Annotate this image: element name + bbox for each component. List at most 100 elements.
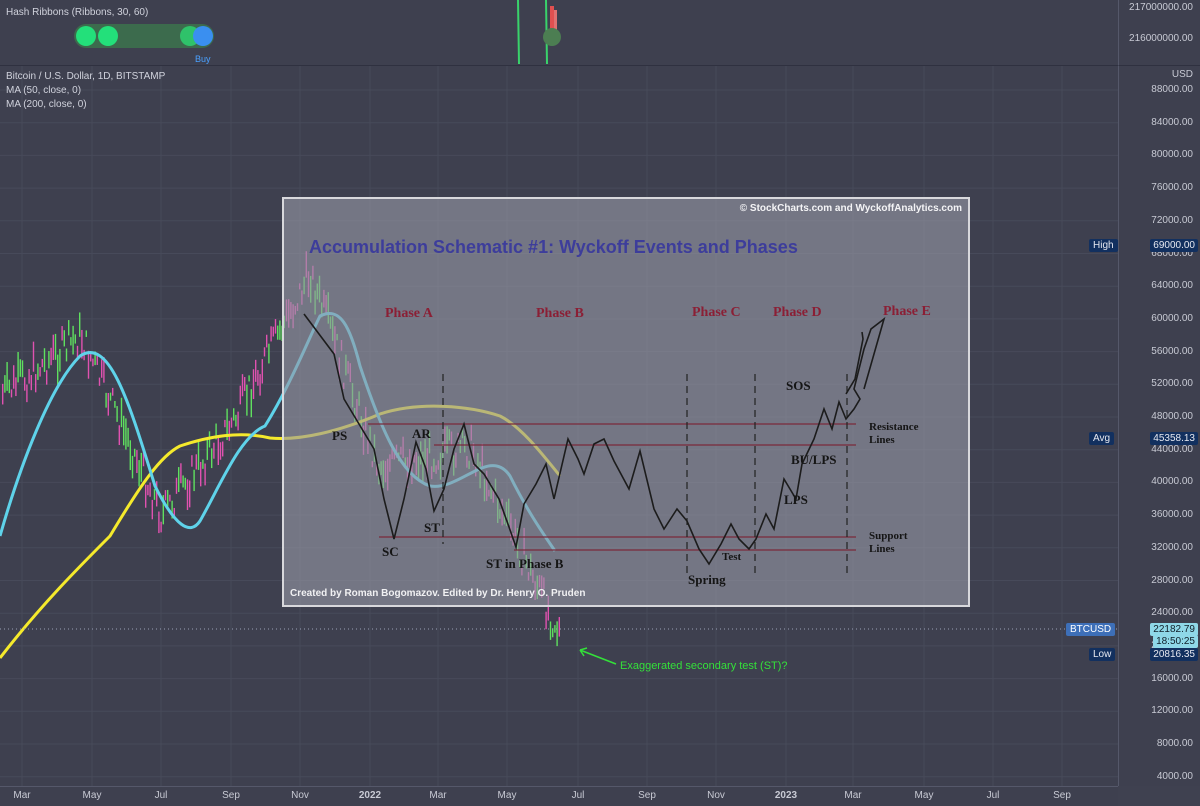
candle xyxy=(138,460,140,487)
schematic-copyright: © StockCharts.com and WyckoffAnalytics.c… xyxy=(739,203,962,214)
candle xyxy=(213,442,215,459)
candle xyxy=(19,359,21,377)
support-label-line1: Support xyxy=(869,530,908,542)
candle xyxy=(279,320,281,340)
candle xyxy=(268,343,270,364)
candle xyxy=(54,333,57,360)
candle xyxy=(74,334,76,344)
phase-c-label: Phase C xyxy=(692,305,741,320)
candle xyxy=(2,383,4,405)
candle xyxy=(246,384,248,416)
support-label-line2: Lines xyxy=(869,543,895,555)
candle xyxy=(136,450,138,474)
price-axis[interactable]: USD 88000.00 84000.00 80000.00 76000.00 7200… xyxy=(1118,66,1200,786)
candle xyxy=(248,375,250,382)
avg-label-tag: Avg xyxy=(1089,432,1115,445)
candle xyxy=(261,359,263,384)
price-tick: 32000.00 xyxy=(1151,541,1193,553)
candle xyxy=(28,369,30,384)
hash-ribbons-pane[interactable]: Hash Ribbons (Ribbons, 30, 60) Buy xyxy=(0,0,1118,66)
candle xyxy=(92,358,94,367)
time-tick: May xyxy=(82,790,102,801)
candle xyxy=(72,325,74,355)
candle xyxy=(233,408,235,421)
price-tick: 44000.00 xyxy=(1151,443,1193,455)
phase-e-label: Phase E xyxy=(883,304,931,319)
candle xyxy=(43,348,46,372)
schematic-drawing xyxy=(303,313,886,574)
candle xyxy=(147,484,149,496)
price-tick: 12000.00 xyxy=(1151,705,1193,717)
candle xyxy=(239,385,241,405)
candle xyxy=(79,312,81,337)
candle xyxy=(149,482,151,497)
time-tick: Jul xyxy=(154,790,168,801)
candle xyxy=(81,329,83,359)
hash-ribbons-legend[interactable]: Hash Ribbons (Ribbons, 30, 60) xyxy=(6,7,149,18)
candle xyxy=(263,347,266,357)
time-axis[interactable]: Mar May Jul Sep Nov 2022 Mar May Jul Sep Nov 2023 Ma… xyxy=(0,786,1118,806)
candle xyxy=(219,442,222,460)
schematic-title: Accumulation Schematic #1: Wyckoff Event… xyxy=(309,237,798,257)
low-label-tag: Low xyxy=(1089,648,1116,661)
symbol-legend[interactable]: Bitcoin / U.S. Dollar, 1D, BITSTAMP xyxy=(6,71,166,82)
time-tick: Mar xyxy=(429,790,447,801)
candle xyxy=(129,440,131,471)
candle xyxy=(105,392,107,408)
event-sc: SC xyxy=(382,544,399,559)
price-tick: 48000.00 xyxy=(1151,411,1193,422)
candle xyxy=(549,621,552,640)
time-tick: May xyxy=(914,790,934,801)
candle xyxy=(184,477,186,490)
signal-dot-2 xyxy=(98,26,118,46)
hash-ribbons-plot xyxy=(517,0,561,65)
candle xyxy=(255,359,257,382)
event-bu-lps: BU/LPS xyxy=(791,452,837,467)
event-test: Test xyxy=(722,551,742,563)
candle xyxy=(39,367,41,377)
price-tick: 4000.00 xyxy=(1156,770,1193,782)
candle xyxy=(173,507,175,517)
time-tick: Mar xyxy=(844,790,862,801)
resistance-label-line2: Lines xyxy=(869,434,895,446)
candle xyxy=(164,490,167,501)
candle xyxy=(151,499,153,520)
candle xyxy=(4,375,6,393)
annotation-arrow xyxy=(579,647,617,665)
candle xyxy=(37,363,39,380)
candle xyxy=(197,439,200,470)
candle xyxy=(123,415,125,446)
resistance-label-line1: Resistance xyxy=(869,421,919,433)
time-tick: Jul xyxy=(571,790,585,801)
candle xyxy=(41,358,43,368)
time-tick: 2022 xyxy=(358,790,382,801)
candle xyxy=(131,455,134,479)
price-tick: 84000.00 xyxy=(1151,116,1193,128)
ma200-legend[interactable]: MA (200, close, 0) xyxy=(6,99,87,110)
candle xyxy=(171,500,173,519)
candle xyxy=(35,374,37,393)
price-tick: 68000.00 xyxy=(1151,247,1193,259)
hash-ribbons-axis[interactable]: 217000000.00 216000000.00 xyxy=(1118,0,1200,66)
candle xyxy=(169,494,171,502)
candle xyxy=(244,377,246,391)
candle xyxy=(50,347,52,366)
candle xyxy=(182,475,184,488)
time-tick: Mar xyxy=(13,790,31,801)
price-tick: 24000.00 xyxy=(1151,607,1193,619)
candle xyxy=(204,463,206,486)
candle xyxy=(85,330,87,337)
schematic-price-path xyxy=(303,313,886,566)
signal-dot-1 xyxy=(76,26,96,46)
price-tick: 56000.00 xyxy=(1151,345,1193,357)
candle xyxy=(272,326,274,337)
candle xyxy=(8,379,10,394)
ma50-legend[interactable]: MA (50, close, 0) xyxy=(6,85,82,96)
candle xyxy=(250,389,252,418)
candle xyxy=(94,351,96,366)
candle xyxy=(127,427,129,447)
candle xyxy=(46,370,48,385)
candle xyxy=(228,420,230,441)
candle xyxy=(26,384,28,403)
candle xyxy=(125,418,127,450)
